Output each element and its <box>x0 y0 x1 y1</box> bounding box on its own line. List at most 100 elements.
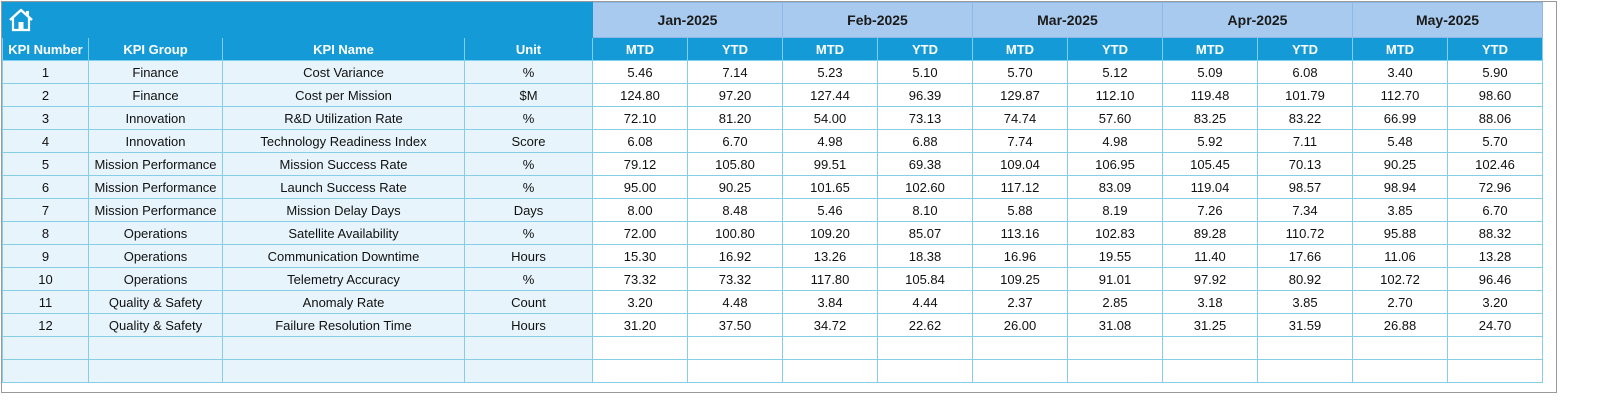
value-cell: 5.46 <box>782 198 878 222</box>
empty-cell <box>972 336 1068 360</box>
label-cell: % <box>464 175 593 199</box>
label-cell: Operations <box>88 267 223 291</box>
value-cell: 109.04 <box>972 152 1068 176</box>
spacer-cell <box>1542 2 1555 38</box>
value-cell: 16.96 <box>972 244 1068 268</box>
label-cell: Days <box>464 198 593 222</box>
label-cell: Launch Success Rate <box>222 175 465 199</box>
empty-cell <box>1447 359 1543 383</box>
table-row: 10 Operations Telemetry Accuracy% 73.32 73.3… <box>2 267 1555 291</box>
value-cell: 2.37 <box>972 290 1068 314</box>
value-cell: 101.79 <box>1257 83 1353 107</box>
value-cell: 74.74 <box>972 106 1068 130</box>
value-cell: 100.80 <box>687 221 783 245</box>
spacer-cell <box>1542 175 1555 199</box>
empty-cell <box>222 336 465 360</box>
spacer-cell <box>1542 60 1555 84</box>
value-cell: 70.13 <box>1257 152 1353 176</box>
value-cell: 3.18 <box>1162 290 1258 314</box>
empty-cell <box>1352 336 1448 360</box>
empty-cell <box>782 359 878 383</box>
value-cell: 4.44 <box>877 290 973 314</box>
value-cell: 7.34 <box>1257 198 1353 222</box>
label-cell: 2 <box>2 83 89 107</box>
label-cell: 11 <box>2 290 89 314</box>
value-cell: 31.59 <box>1257 313 1353 337</box>
label-cell: R&D Utilization Rate <box>222 106 465 130</box>
value-cell: 97.92 <box>1162 267 1258 291</box>
month-header: Apr-2025 <box>1162 2 1353 38</box>
header-banner <box>2 2 593 38</box>
label-cell: Count <box>464 290 593 314</box>
value-cell: 101.65 <box>782 175 878 199</box>
value-cell: 13.26 <box>782 244 878 268</box>
column-header: Unit <box>464 37 593 61</box>
label-cell: 8 <box>2 221 89 245</box>
value-cell: 88.06 <box>1447 106 1543 130</box>
value-cell: 11.06 <box>1352 244 1448 268</box>
label-cell: Hours <box>464 313 593 337</box>
label-cell: % <box>464 106 593 130</box>
value-cell: 127.44 <box>782 83 878 107</box>
value-cell: 5.46 <box>592 60 688 84</box>
empty-row <box>2 336 1555 360</box>
spacer-cell <box>1542 359 1555 383</box>
empty-row <box>2 359 1555 383</box>
value-cell: 5.90 <box>1447 60 1543 84</box>
value-cell: 17.66 <box>1257 244 1353 268</box>
value-cell: 102.72 <box>1352 267 1448 291</box>
month-header: Mar-2025 <box>972 2 1163 38</box>
label-cell: Failure Resolution Time <box>222 313 465 337</box>
value-cell: 19.55 <box>1067 244 1163 268</box>
empty-cell <box>687 359 783 383</box>
value-cell: 95.88 <box>1352 221 1448 245</box>
table-row: 7 Mission Performance Mission Delay Days Da… <box>2 198 1555 222</box>
value-cell: 15.30 <box>592 244 688 268</box>
value-cell: 83.09 <box>1067 175 1163 199</box>
empty-cell <box>2 359 89 383</box>
value-cell: 3.85 <box>1352 198 1448 222</box>
value-cell: 91.01 <box>1067 267 1163 291</box>
value-cell: 3.20 <box>592 290 688 314</box>
label-cell: Operations <box>88 221 223 245</box>
spreadsheet: Jan-2025 Feb-2025 Mar-2025 Apr-2025 May-2025… <box>1 1 1557 393</box>
value-cell: 98.60 <box>1447 83 1543 107</box>
empty-cell <box>1162 336 1258 360</box>
spacer-cell <box>1542 129 1555 153</box>
value-cell: 102.46 <box>1447 152 1543 176</box>
value-cell: 113.16 <box>972 221 1068 245</box>
label-cell: Quality & Safety <box>88 290 223 314</box>
value-cell: 8.48 <box>687 198 783 222</box>
value-cell: 73.32 <box>592 267 688 291</box>
value-cell: 5.23 <box>782 60 878 84</box>
label-cell: Anomaly Rate <box>222 290 465 314</box>
value-cell: 18.38 <box>877 244 973 268</box>
value-cell: 13.28 <box>1447 244 1543 268</box>
empty-cell <box>877 336 973 360</box>
empty-cell <box>972 359 1068 383</box>
value-cell: 6.88 <box>877 129 973 153</box>
subcolumn-header: YTD <box>1447 37 1543 61</box>
value-cell: 34.72 <box>782 313 878 337</box>
column-header: KPI Group <box>88 37 223 61</box>
month-header: Feb-2025 <box>782 2 973 38</box>
subcolumn-header: YTD <box>687 37 783 61</box>
empty-cell <box>464 359 593 383</box>
subcolumn-header: MTD <box>592 37 688 61</box>
home-icon[interactable] <box>7 7 35 33</box>
label-cell: Hours <box>464 244 593 268</box>
value-cell: 96.39 <box>877 83 973 107</box>
value-cell: 4.48 <box>687 290 783 314</box>
value-cell: 72.00 <box>592 221 688 245</box>
value-cell: 3.85 <box>1257 290 1353 314</box>
value-cell: 6.08 <box>592 129 688 153</box>
value-cell: 69.38 <box>877 152 973 176</box>
value-cell: 83.25 <box>1162 106 1258 130</box>
value-cell: 7.14 <box>687 60 783 84</box>
spacer-cell <box>1542 290 1555 314</box>
value-cell: 110.72 <box>1257 221 1353 245</box>
value-cell: 5.12 <box>1067 60 1163 84</box>
value-cell: 5.70 <box>1447 129 1543 153</box>
empty-cell <box>1447 336 1543 360</box>
empty-cell <box>877 359 973 383</box>
